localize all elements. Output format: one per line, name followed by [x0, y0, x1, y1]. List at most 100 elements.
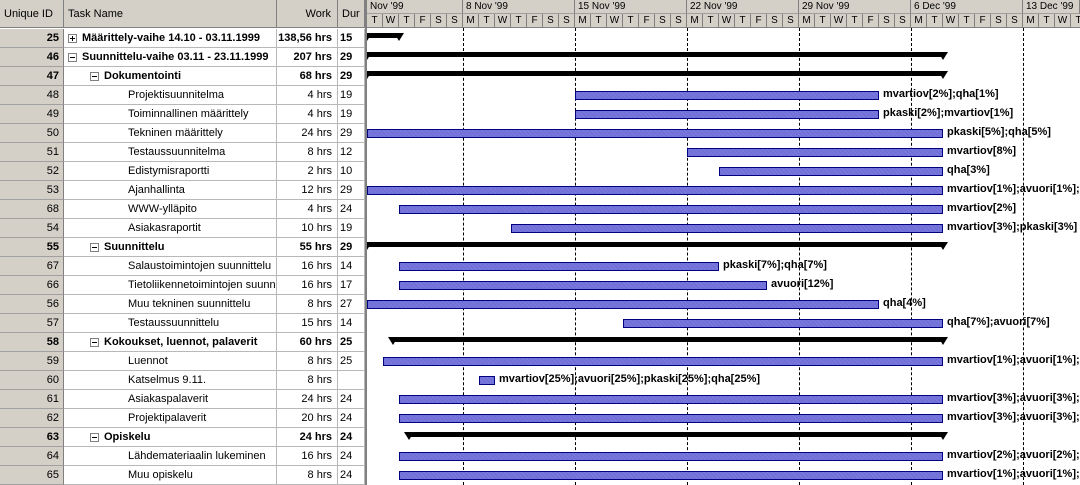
summary-bar[interactable]	[367, 52, 948, 60]
resource-label: pkaski[5%];qha[5%]	[947, 126, 1051, 138]
task-row[interactable]: 25 Määrittely-vaihe 14.10 - 03.11.1999 138…	[0, 29, 365, 48]
task-bar[interactable]	[623, 319, 943, 328]
task-row[interactable]: 67 Salaustoimintojen suunnittelu 16 hrs 14	[0, 257, 365, 276]
task-bar[interactable]	[575, 91, 879, 100]
task-bar[interactable]	[399, 281, 767, 290]
timescale-day: S	[559, 14, 575, 28]
task-name-text: Projektipalaverit	[128, 412, 207, 424]
task-row[interactable]: 46 Suunnittelu-vaihe 03.11 - 23.11.1999 20…	[0, 48, 365, 67]
task-duration: 25	[338, 352, 365, 371]
task-name[interactable]: Tietoliikennetoimintojen suunnit	[64, 276, 277, 295]
task-name[interactable]: WWW-ylläpito	[64, 200, 277, 219]
summary-bar[interactable]	[367, 242, 948, 250]
task-row[interactable]: 53 Ajanhallinta 12 hrs 29	[0, 181, 365, 200]
task-name[interactable]: Suunnittelu-vaihe 03.11 - 23.11.1999	[64, 48, 277, 67]
task-name[interactable]: Ajanhallinta	[64, 181, 277, 200]
collapse-icon[interactable]	[90, 243, 99, 252]
task-row[interactable]: 55 Suunnittelu 55 hrs 29	[0, 238, 365, 257]
task-row[interactable]: 49 Toiminnallinen määrittely 4 hrs 19	[0, 105, 365, 124]
timescale-week: 6 Dec '99	[911, 0, 1023, 14]
timescale-day: T	[367, 14, 383, 28]
task-name[interactable]: Asiakaspalaverit	[64, 390, 277, 409]
task-name[interactable]: Testaussuunnittelu	[64, 314, 277, 333]
task-bar[interactable]	[383, 357, 943, 366]
week-gridline	[463, 28, 464, 485]
task-bar[interactable]	[399, 205, 943, 214]
task-row[interactable]: 47 Dokumentointi 68 hrs 29	[0, 67, 365, 86]
summary-bar[interactable]	[367, 71, 948, 79]
column-header-task-name[interactable]: Task Name	[64, 0, 277, 28]
task-name-text: Tekninen määrittely	[128, 127, 223, 139]
task-name[interactable]: Katselmus 9.11.	[64, 371, 277, 390]
task-bar[interactable]	[367, 300, 879, 309]
column-header-duration[interactable]: Dur	[338, 0, 365, 28]
task-row[interactable]: 54 Asiakasraportit 10 hrs 19	[0, 219, 365, 238]
column-header-unique-id[interactable]: Unique ID	[0, 0, 64, 28]
timescale-day: W	[943, 14, 959, 28]
task-name[interactable]: Lähdemateriaalin lukeminen	[64, 447, 277, 466]
task-name[interactable]: Kokoukset, luennot, palaverit	[64, 333, 277, 352]
task-name[interactable]: Dokumentointi	[64, 67, 277, 86]
task-bar[interactable]	[399, 471, 943, 480]
task-row[interactable]: 66 Tietoliikennetoimintojen suunnit 16 hrs…	[0, 276, 365, 295]
task-bar[interactable]	[511, 224, 943, 233]
collapse-icon[interactable]	[90, 338, 99, 347]
expand-icon[interactable]	[68, 34, 77, 43]
timescale-day: T	[1071, 14, 1080, 28]
task-row[interactable]: 52 Edistymisraportti 2 hrs 10	[0, 162, 365, 181]
task-row[interactable]: 51 Testaussuunnitelma 8 hrs 12	[0, 143, 365, 162]
task-name[interactable]: Projektisuunnitelma	[64, 86, 277, 105]
task-name[interactable]: Muu tekninen suunnittelu	[64, 295, 277, 314]
task-row[interactable]: 68 WWW-ylläpito 4 hrs 24	[0, 200, 365, 219]
task-duration: 19	[338, 219, 365, 238]
task-bar[interactable]	[399, 262, 719, 271]
task-name[interactable]: Asiakasraportit	[64, 219, 277, 238]
pane-splitter[interactable]	[365, 0, 367, 485]
collapse-icon[interactable]	[68, 53, 77, 62]
task-name[interactable]: Määrittely-vaihe 14.10 - 03.11.1999	[64, 29, 277, 48]
column-header-work[interactable]: Work	[277, 0, 338, 28]
task-name[interactable]: Salaustoimintojen suunnittelu	[64, 257, 277, 276]
task-bar[interactable]	[399, 414, 943, 423]
task-name[interactable]: Toiminnallinen määrittely	[64, 105, 277, 124]
task-row[interactable]: 56 Muu tekninen suunnittelu 8 hrs 27	[0, 295, 365, 314]
task-row[interactable]: 57 Testaussuunnittelu 15 hrs 14	[0, 314, 365, 333]
task-row[interactable]: 65 Muu opiskelu 8 hrs 24	[0, 466, 365, 485]
task-name[interactable]: Testaussuunnitelma	[64, 143, 277, 162]
task-bar[interactable]	[367, 186, 943, 195]
task-row[interactable]: 61 Asiakaspalaverit 24 hrs 24	[0, 390, 365, 409]
task-name[interactable]: Edistymisraportti	[64, 162, 277, 181]
task-duration: 15	[338, 29, 365, 48]
task-name[interactable]: Luennot	[64, 352, 277, 371]
task-name[interactable]: Suunnittelu	[64, 238, 277, 257]
summary-bar[interactable]	[404, 432, 948, 440]
task-bar[interactable]	[479, 376, 495, 385]
task-bar[interactable]	[399, 452, 943, 461]
task-name[interactable]: Opiskelu	[64, 428, 277, 447]
task-bar[interactable]	[687, 148, 943, 157]
task-row[interactable]: 59 Luennot 8 hrs 25	[0, 352, 365, 371]
task-row[interactable]: 64 Lähdemateriaalin lukeminen 16 hrs 24	[0, 447, 365, 466]
task-bar[interactable]	[399, 395, 943, 404]
task-row[interactable]: 58 Kokoukset, luennot, palaverit 60 hrs 25	[0, 333, 365, 352]
task-row[interactable]: 60 Katselmus 9.11. 8 hrs	[0, 371, 365, 390]
task-bar[interactable]	[367, 129, 943, 138]
task-row[interactable]: 62 Projektipalaverit 20 hrs 24	[0, 409, 365, 428]
task-row[interactable]: 48 Projektisuunnitelma 4 hrs 19	[0, 86, 365, 105]
task-bar[interactable]	[719, 167, 943, 176]
task-duration: 29	[338, 181, 365, 200]
task-name[interactable]: Tekninen määrittely	[64, 124, 277, 143]
summary-bar[interactable]	[367, 33, 404, 41]
task-bar[interactable]	[575, 110, 879, 119]
task-unique-id: 68	[0, 200, 64, 219]
task-name[interactable]: Projektipalaverit	[64, 409, 277, 428]
summary-bar[interactable]	[388, 337, 948, 345]
timescale-day: M	[911, 14, 927, 28]
timescale-day: T	[927, 14, 943, 28]
task-row[interactable]: 63 Opiskelu 24 hrs 24	[0, 428, 365, 447]
collapse-icon[interactable]	[90, 433, 99, 442]
task-row[interactable]: 50 Tekninen määrittely 24 hrs 29	[0, 124, 365, 143]
task-name[interactable]: Muu opiskelu	[64, 466, 277, 485]
collapse-icon[interactable]	[90, 72, 99, 81]
timescale-day: S	[991, 14, 1007, 28]
